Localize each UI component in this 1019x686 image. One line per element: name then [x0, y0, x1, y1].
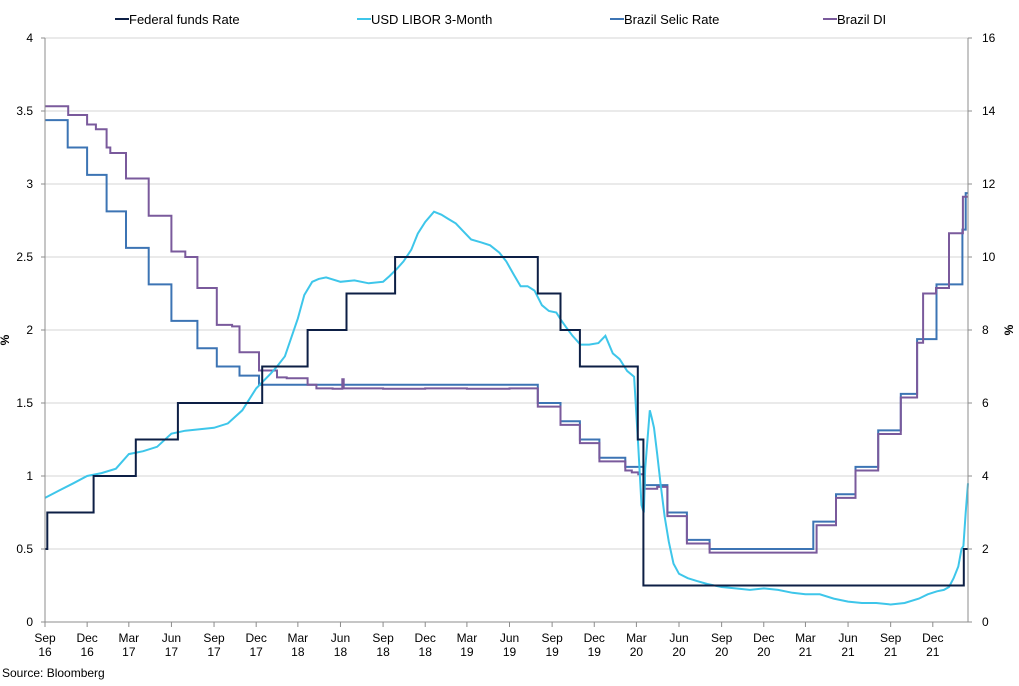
y-left-tick-label: 1 [26, 469, 33, 483]
y-left-tick-label: 3 [26, 177, 33, 191]
legend: Federal funds Rate USD LIBOR 3-Month Brazi… [115, 12, 886, 27]
x-tick-label: Dec 17 [246, 631, 267, 659]
x-tick-label: Mar 20 [626, 631, 647, 659]
y-right-tick-label: 14 [982, 104, 996, 118]
legend-label-brazil-selic-rate: Brazil Selic Rate [624, 12, 719, 27]
series-line-usd-libor-3-month [44, 210, 969, 606]
series-line-brazil-di [45, 105, 968, 554]
series-line-federal-funds-rate [45, 256, 968, 587]
y-right-tick-label: 6 [982, 396, 989, 410]
x-tick-label: Mar 21 [795, 631, 816, 659]
x-tick-label: Mar 18 [288, 631, 309, 659]
y-left-tick-label: 2 [26, 323, 33, 337]
x-tick-label: Sep 16 [34, 631, 56, 659]
x-tick-label: Dec 20 [753, 631, 774, 659]
x-axis-ticks: Sep 16 Dec 16 Mar 17 Jun 17 Sep 17 Dec 17 Mar 18 Jun 18… [34, 622, 943, 659]
x-tick-label: Dec 18 [415, 631, 436, 659]
legend-label-usd-libor-3-month: USD LIBOR 3-Month [371, 12, 492, 27]
y-right-tick-label: 0 [982, 615, 989, 629]
y-axis-left-title: % [0, 334, 12, 345]
legend-label-federal-funds-rate: Federal funds Rate [129, 12, 240, 27]
x-tick-label: Sep 19 [541, 631, 563, 659]
x-tick-label: Sep 20 [711, 631, 733, 659]
y-left-tick-label: 0 [26, 615, 33, 629]
x-tick-label: Sep 18 [372, 631, 394, 659]
x-tick-label: Jun 20 [669, 631, 688, 659]
y-axis-right-title: % [1002, 324, 1016, 335]
gridlines [45, 37, 968, 550]
y-axis-left-ticks: 0 0.5 1 1.5 2 2.5 3 3.5 4 [16, 31, 45, 629]
x-tick-label: Jun 18 [331, 631, 350, 659]
x-tick-label: Sep 17 [203, 631, 225, 659]
y-right-tick-label: 8 [982, 323, 989, 337]
x-tick-label: Dec 21 [922, 631, 943, 659]
y-left-tick-label: 3.5 [16, 104, 33, 118]
x-tick-label: Jun 19 [500, 631, 519, 659]
y-left-tick-label: 1.5 [16, 396, 33, 410]
y-right-tick-label: 4 [982, 469, 989, 483]
x-tick-label: Dec 16 [76, 631, 97, 659]
y-axis-right-ticks: 0 2 4 6 8 10 12 14 16 [968, 31, 996, 629]
x-tick-label: Mar 19 [457, 631, 478, 659]
series-layer [44, 105, 969, 606]
y-left-tick-label: 4 [26, 31, 33, 45]
x-tick-label: Sep 21 [880, 631, 902, 659]
legend-label-brazil-di: Brazil DI [837, 12, 886, 27]
x-tick-label: Jun 17 [162, 631, 181, 659]
y-right-tick-label: 10 [982, 250, 996, 264]
y-right-tick-label: 12 [982, 177, 996, 191]
y-right-tick-label: 2 [982, 542, 989, 556]
source-note: Source: Bloomberg [2, 666, 105, 680]
y-right-tick-label: 16 [982, 31, 996, 45]
x-tick-label: Mar 17 [118, 631, 139, 659]
x-tick-label: Dec 19 [584, 631, 605, 659]
x-tick-label: Jun 21 [838, 631, 857, 659]
y-left-tick-label: 0.5 [16, 542, 33, 556]
y-left-tick-label: 2.5 [16, 250, 33, 264]
